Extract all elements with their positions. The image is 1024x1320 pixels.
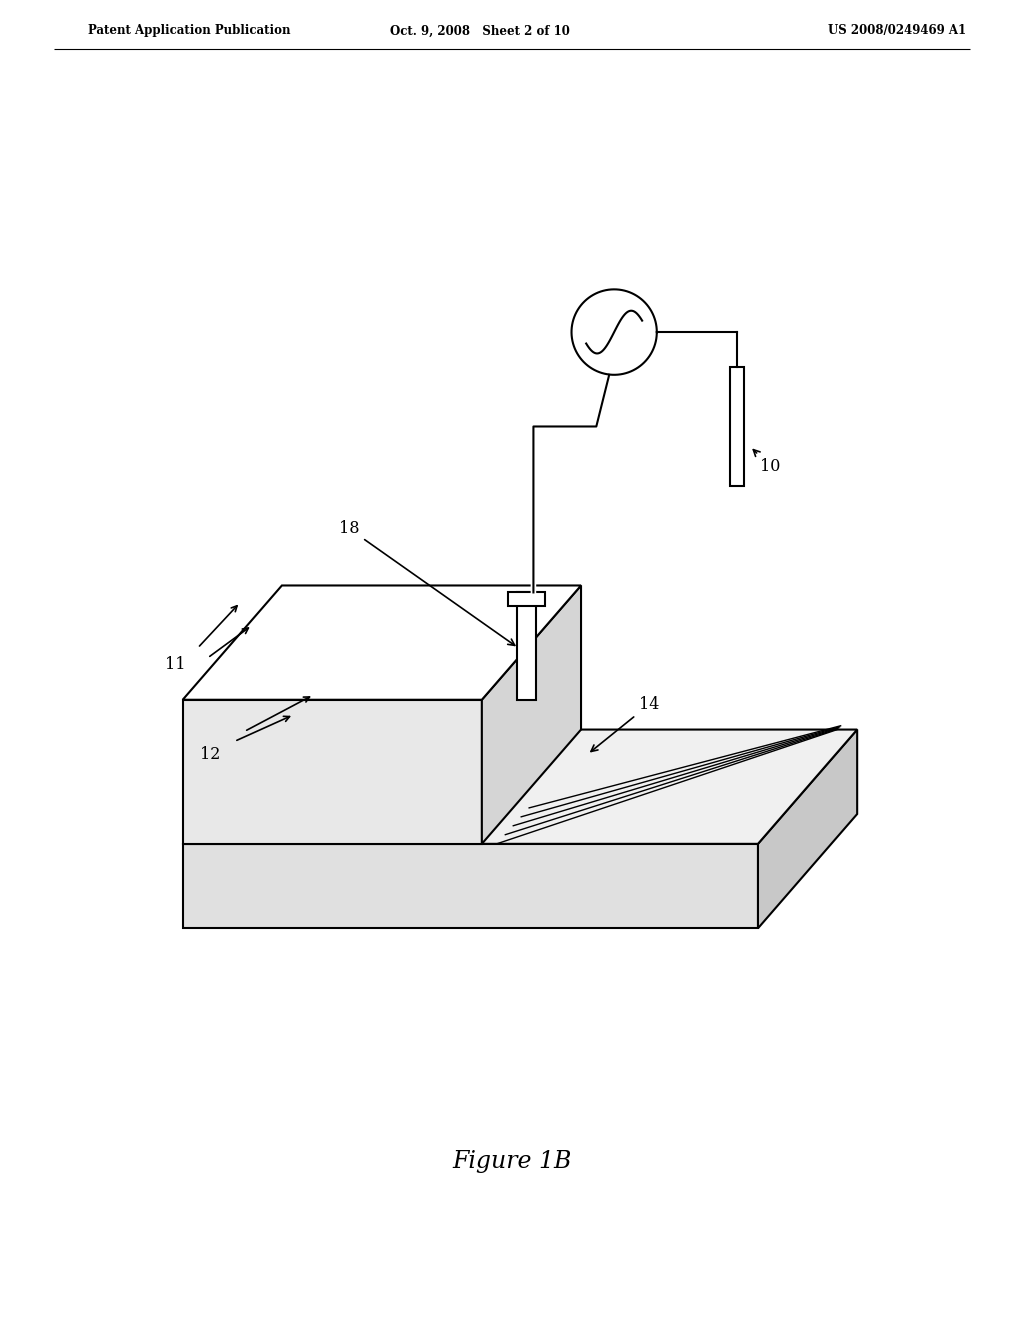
Text: 11: 11: [165, 656, 185, 673]
Text: Patent Application Publication: Patent Application Publication: [88, 25, 291, 37]
Polygon shape: [508, 593, 546, 606]
Polygon shape: [194, 824, 457, 832]
Polygon shape: [244, 767, 507, 775]
Polygon shape: [268, 738, 531, 746]
Polygon shape: [236, 776, 499, 784]
Polygon shape: [227, 785, 490, 793]
Polygon shape: [252, 758, 515, 764]
Polygon shape: [758, 730, 857, 928]
Text: Figure 1B: Figure 1B: [453, 1150, 571, 1173]
Polygon shape: [182, 843, 758, 928]
Polygon shape: [482, 586, 581, 843]
Polygon shape: [285, 719, 548, 726]
Polygon shape: [219, 796, 482, 803]
Polygon shape: [185, 833, 449, 841]
Text: 14: 14: [591, 696, 659, 751]
Polygon shape: [730, 367, 744, 486]
Polygon shape: [260, 747, 523, 755]
Polygon shape: [202, 814, 466, 822]
Text: US 2008/0249469 A1: US 2008/0249469 A1: [828, 25, 967, 37]
Polygon shape: [182, 700, 482, 843]
Polygon shape: [211, 805, 474, 812]
Polygon shape: [276, 729, 540, 737]
Text: Oct. 9, 2008   Sheet 2 of 10: Oct. 9, 2008 Sheet 2 of 10: [390, 25, 570, 37]
Text: 18: 18: [339, 520, 515, 645]
Polygon shape: [182, 730, 857, 843]
Polygon shape: [516, 593, 537, 700]
Text: 12: 12: [201, 746, 220, 763]
Polygon shape: [182, 586, 581, 700]
Text: 10: 10: [754, 450, 780, 475]
